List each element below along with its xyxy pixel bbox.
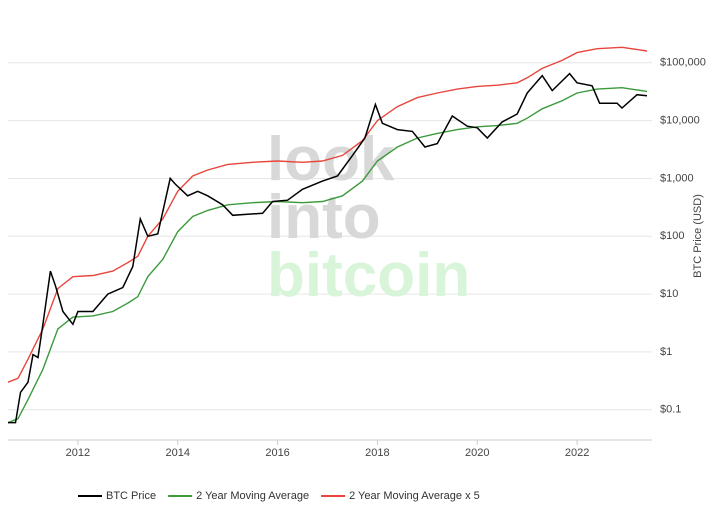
x-tick-label: 2018: [365, 447, 389, 459]
y-tick-label: $1: [660, 346, 672, 358]
watermark: into: [267, 183, 381, 252]
x-tick-label: 2020: [465, 447, 489, 459]
y-tick-label: $0.1: [660, 404, 681, 416]
y-tick-label: $100: [660, 230, 684, 242]
x-tick-label: 2022: [565, 447, 589, 459]
watermark: look: [267, 125, 395, 194]
series-line: [8, 72, 648, 424]
y-axis-title: BTC Price (USD): [692, 194, 704, 278]
y-tick-label: $1,000: [660, 172, 694, 184]
y-tick-label: $100,000: [660, 57, 706, 69]
watermark: bitcoin: [267, 241, 470, 310]
x-tick-label: 2012: [66, 447, 90, 459]
series-line: [7, 46, 648, 383]
legend-label: 2 Year Moving Average: [196, 490, 309, 502]
series-line: [7, 86, 648, 424]
y-tick-label: $10,000: [660, 115, 700, 127]
legend-label: BTC Price: [106, 490, 156, 502]
x-tick-label: 2014: [165, 447, 189, 459]
legend-label: 2 Year Moving Average x 5: [349, 490, 480, 502]
y-tick-label: $10: [660, 288, 678, 300]
x-tick-label: 2016: [265, 447, 289, 459]
